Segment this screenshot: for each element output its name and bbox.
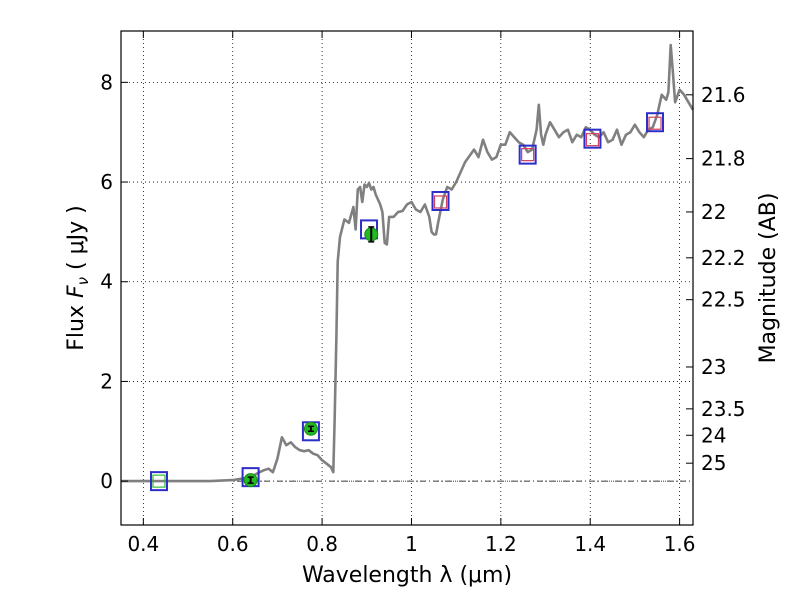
magnitude-tick-label: 22 [701,200,726,224]
model-photometry-square [149,471,168,492]
y-axis-ticks: 0 2 4 6 8 [100,70,128,493]
model-photometry-square [583,128,602,149]
y-tick-label: 0 [100,469,113,493]
photometry-inner-square [521,148,535,162]
photometry-inner-square [648,116,662,130]
magnitude-tick-label: 23 [701,355,726,379]
photometry-inner-square [585,133,600,147]
model-photometry-square [646,112,665,133]
x-tick-label: 0.4 [127,532,159,556]
magnitude-tick-label: 22.2 [701,246,746,270]
x-axis-ticks: 0.4 0.6 0.8 1 1.2 1.4 1.6 [127,31,696,556]
x-tick-label: 1 [405,532,418,556]
photometry-inner-square [152,474,166,488]
y-tick-label: 2 [100,369,113,393]
magnitude-tick-label: 21.6 [701,83,746,107]
x-tick-label: 1.2 [485,532,517,556]
magnitude-tick-label: 24 [701,423,726,447]
magnitude-axis-label: Magnitude (AB) [756,193,781,364]
series-layer [121,43,695,492]
magnitude-tick-label: 25 [701,451,726,475]
model-photometry-square [518,144,537,165]
grid [121,31,693,525]
y-tick-label: 6 [100,170,113,194]
spectrum-line [121,43,695,483]
magnitude-tick-label: 21.8 [701,147,746,171]
x-tick-label: 1.4 [574,532,606,556]
model-photometry-square [431,190,450,211]
x-tick-label: 0.6 [217,532,249,556]
magnitude-tick-label: 22.5 [701,288,746,312]
photometry-inner-square [433,195,448,209]
x-axis-label: Wavelength λ (μm) [302,563,512,588]
x-tick-label: 1.6 [664,532,696,556]
y-tick-label: 4 [100,270,113,294]
y-axis-label: Flux Fν ( μJy ) [64,205,92,350]
x-tick-label: 0.8 [306,532,338,556]
magnitude-axis-ticks: 21.6 21.8 22 22.2 22.5 23 23.524 25 [686,83,746,475]
y-tick-label: 8 [100,70,113,94]
plot-frame [120,30,694,526]
plot-area [121,31,693,525]
magnitude-tick-label: 23.5 [701,397,746,421]
